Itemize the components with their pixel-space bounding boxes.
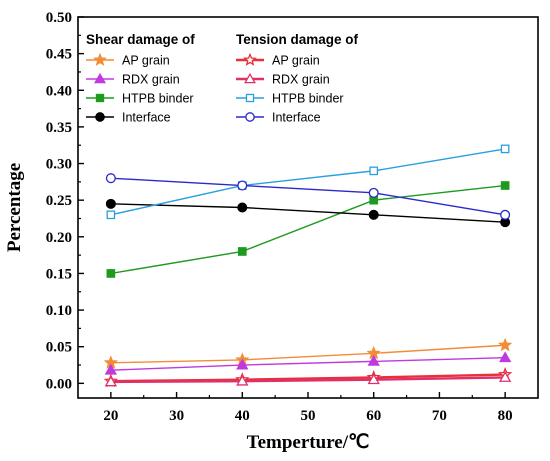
y-tick-label: 0.05 [46,340,72,356]
series-line [110,203,506,223]
plot-frame [77,16,539,399]
legend-item-ap-grain: AP grain [86,52,170,68]
x-tick-label: 20 [103,408,118,424]
x-tick-label: 40 [235,408,250,424]
data-point [368,209,379,220]
data-point [244,72,256,84]
legend-label: RDX grain [272,73,330,87]
series-layer [103,144,513,388]
y-axis-ticks: 0.00 0.05 0.10 0.15 0.20 0.25 0.30 0.35 0.40 0.45… [46,10,84,392]
series-shear-damage-of-rdx-grain [104,351,512,375]
series-line [110,376,506,384]
series-line [110,184,506,275]
data-point [106,269,116,278]
data-point [105,173,116,184]
data-point [369,166,379,176]
data-point [500,209,511,220]
series-tension-damage-of-rdx-grain [104,371,512,387]
y-axis-title: Percentage [4,163,25,252]
data-point [245,93,255,103]
data-point [498,371,512,382]
y-tick-label: 0.40 [46,83,72,99]
x-tick-label: 50 [301,408,316,424]
data-point [106,210,116,220]
data-point [243,52,257,66]
y-tick-label: 0.20 [46,230,72,246]
data-point [93,52,107,66]
data-point [94,72,106,84]
data-point [237,247,247,256]
legend-item-interface: Interface [86,111,171,125]
y-tick-label: 0.45 [46,47,72,63]
data-point [500,181,510,190]
y-tick-label: 0.15 [46,266,72,282]
legend-label: HTPB binder [122,92,194,106]
series-shear-damage-of-interface [105,198,511,228]
series-line [110,357,506,371]
legend: Shear damage of Tension damage of AP gra… [86,32,359,125]
data-point [367,373,380,385]
legend-group-tension-title: Tension damage of [236,32,359,47]
x-tick-label: 80 [498,408,513,424]
y-tick-label: 0.35 [46,120,72,136]
legend-item-rdx-grain: RDX grain [86,73,180,87]
data-point [245,112,255,122]
legend-label: AP grain [272,54,320,68]
legend-label: Interface [272,111,321,125]
data-point [237,180,248,191]
legend-label: AP grain [122,54,170,68]
series-line [110,148,506,216]
x-axis-ticks: 20 30 40 50 60 70 80 [103,392,513,424]
x-tick-label: 70 [432,408,447,424]
legend-item-ap-grain: AP grain [236,52,320,68]
data-point [236,358,249,370]
data-point [498,337,513,352]
data-point [104,375,118,387]
y-tick-label: 0.30 [46,157,72,173]
data-point [498,351,512,363]
data-point [95,93,105,103]
data-point [105,198,116,209]
legend-item-htpb-binder: HTPB binder [236,92,344,106]
legend-item-interface: Interface [236,111,321,125]
series-line [110,177,506,216]
y-tick-label: 0.10 [46,303,72,319]
legend-label: RDX grain [122,73,180,87]
legend-label: HTPB binder [272,92,344,106]
y-tick-label: 0.50 [46,10,72,26]
series-tension-damage-of-interface [105,173,511,220]
x-tick-label: 30 [169,408,184,424]
x-axis-title: Temperture/℃ [247,432,370,453]
y-tick-label: 0.00 [46,376,72,392]
data-point [237,202,248,213]
legend-label: Interface [122,111,171,125]
legend-group-shear-title: Shear damage of [86,32,195,47]
legend-item-htpb-binder: HTPB binder [86,92,194,106]
data-point [367,354,380,366]
legend-item-rdx-grain: RDX grain [236,73,330,87]
data-point [500,144,510,154]
series-shear-damage-of-htpb-binder [106,181,510,278]
data-point [368,187,379,198]
series-line [110,344,506,364]
data-point [236,374,249,386]
y-tick-label: 0.25 [46,193,72,209]
x-tick-label: 60 [366,408,381,424]
data-point [95,112,105,122]
